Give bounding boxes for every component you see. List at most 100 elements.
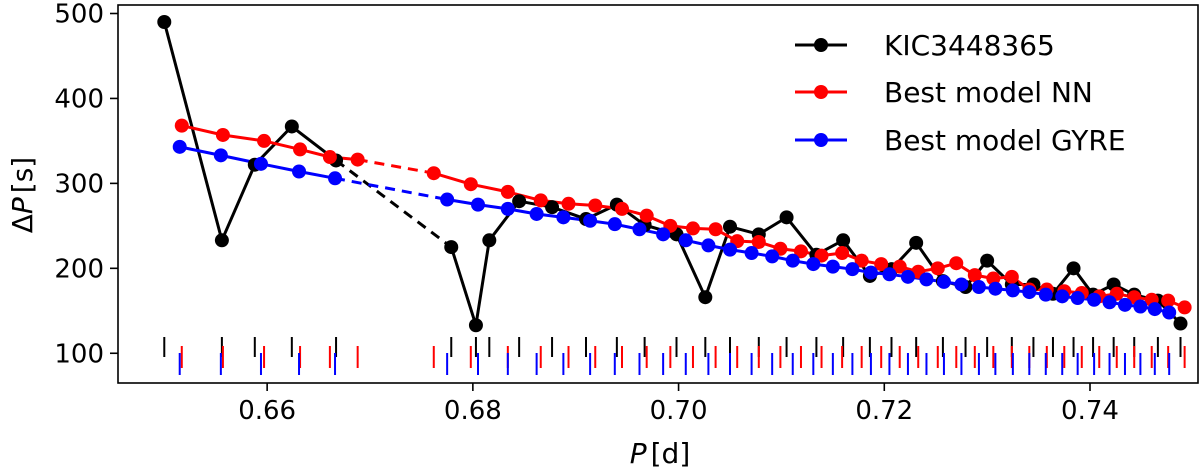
y-tick-label-1: 200 xyxy=(54,254,104,284)
nn-point xyxy=(615,201,629,216)
y-axis-label: ΔP [s] xyxy=(6,157,39,233)
gyre-point xyxy=(1102,295,1117,310)
nn-point xyxy=(949,256,964,271)
y-axis-label-unit: [s] xyxy=(6,157,39,193)
gyre-point xyxy=(1022,285,1037,300)
legend: KIC3448365 Best model NN Best model GYRE xyxy=(795,29,1126,157)
x-tick-label-1: 0.68 xyxy=(444,396,502,426)
gyre-point xyxy=(328,171,343,186)
x-axis-label: P [d] xyxy=(630,437,691,470)
gyre-point xyxy=(936,274,951,289)
nn-line-1 xyxy=(357,158,435,175)
nn-point xyxy=(588,198,603,213)
y-axis-label-var: P xyxy=(6,197,39,214)
kic-line-1 xyxy=(335,159,453,249)
nn-point xyxy=(854,253,869,268)
gyre-point xyxy=(440,192,455,207)
nn-point xyxy=(1004,269,1019,284)
gyre-point xyxy=(919,272,934,287)
nn-point xyxy=(835,246,850,261)
x-tick-label-3: 0.72 xyxy=(855,396,913,426)
kic-point xyxy=(909,235,924,250)
gyre-point xyxy=(988,281,1003,296)
y-tick-label-3: 400 xyxy=(54,84,104,114)
kic-point xyxy=(1066,261,1081,276)
nn-point xyxy=(322,150,337,165)
gyre-point xyxy=(172,139,187,154)
gyre-point xyxy=(845,262,860,277)
legend-marker-gyre xyxy=(814,133,828,147)
y-tick-label-4: 500 xyxy=(54,0,104,29)
gyre-point xyxy=(971,280,986,295)
gyre-point xyxy=(882,267,897,282)
gyre-point xyxy=(500,201,515,216)
x-tick-label-0: 0.66 xyxy=(238,396,296,426)
nn-point xyxy=(215,127,230,142)
gyre-point xyxy=(583,213,598,228)
period-tick-marks xyxy=(163,337,1186,375)
kic-line-0 xyxy=(162,21,338,242)
gyre-point xyxy=(785,253,800,268)
gyre-point xyxy=(607,217,622,232)
kic-point xyxy=(545,200,560,215)
nn-point xyxy=(463,177,478,192)
nn-point xyxy=(500,184,515,199)
nn-point xyxy=(561,196,576,211)
nn-point xyxy=(174,118,189,133)
nn-point xyxy=(930,261,945,276)
gyre-point xyxy=(806,257,821,272)
gyre-line-1 xyxy=(334,176,448,201)
gyre-point xyxy=(556,210,571,225)
nn-point xyxy=(874,257,889,272)
x-axis-label-var: P xyxy=(630,437,647,470)
nn-point xyxy=(426,166,441,181)
legend-entry-kic: KIC3448365 xyxy=(795,29,1055,62)
gyre-point xyxy=(1133,299,1148,314)
gyre-point xyxy=(1117,297,1132,312)
legend-entry-nn: Best model NN xyxy=(795,76,1093,109)
nn-point xyxy=(892,259,907,274)
nn-point xyxy=(751,234,766,249)
kic-point xyxy=(779,210,794,225)
gyre-point xyxy=(1005,283,1020,298)
nn-point xyxy=(793,244,808,259)
series-markers xyxy=(157,14,1192,333)
gyre-point xyxy=(1147,302,1162,317)
legend-marker-kic xyxy=(814,38,828,52)
legend-label-gyre: Best model GYRE xyxy=(884,124,1126,157)
kic-point xyxy=(444,240,459,255)
gyre-point xyxy=(1038,287,1053,302)
nn-point xyxy=(1161,293,1176,308)
gyre-point xyxy=(765,249,780,264)
nn-point xyxy=(967,268,982,283)
gyre-point xyxy=(632,222,647,237)
kic-point xyxy=(284,119,299,134)
kic-point xyxy=(468,318,483,333)
gyre-point xyxy=(744,246,759,261)
x-axis-label-unit: [d] xyxy=(651,437,691,470)
gyre-point xyxy=(213,148,228,163)
kic-point xyxy=(512,194,527,209)
gyre-point xyxy=(656,227,671,242)
y-tick-label-2: 300 xyxy=(54,169,104,199)
x-tick-label-2: 0.70 xyxy=(650,396,708,426)
nn-point xyxy=(293,142,308,157)
gyre-point xyxy=(529,206,544,221)
gyre-point xyxy=(471,197,485,212)
gyre-point xyxy=(825,259,840,274)
gyre-point xyxy=(253,156,268,171)
nn-point xyxy=(1177,300,1192,315)
kic-point xyxy=(157,14,172,29)
legend-entry-gyre: Best model GYRE xyxy=(795,124,1126,157)
plot-frame xyxy=(117,4,1199,384)
gyre-point xyxy=(1070,291,1085,306)
y-axis-label-prefix: Δ xyxy=(6,214,39,233)
axes: 100 200 300 400 500 0.66 0.68 0.70 0.72 0.74 xyxy=(54,0,1119,426)
gyre-point xyxy=(701,238,716,253)
nn-point xyxy=(533,193,548,208)
x-tick-label-4: 0.74 xyxy=(1061,396,1119,426)
gyre-point xyxy=(292,164,307,179)
gyre-point xyxy=(863,265,878,280)
nn-line-2 xyxy=(433,171,1186,309)
